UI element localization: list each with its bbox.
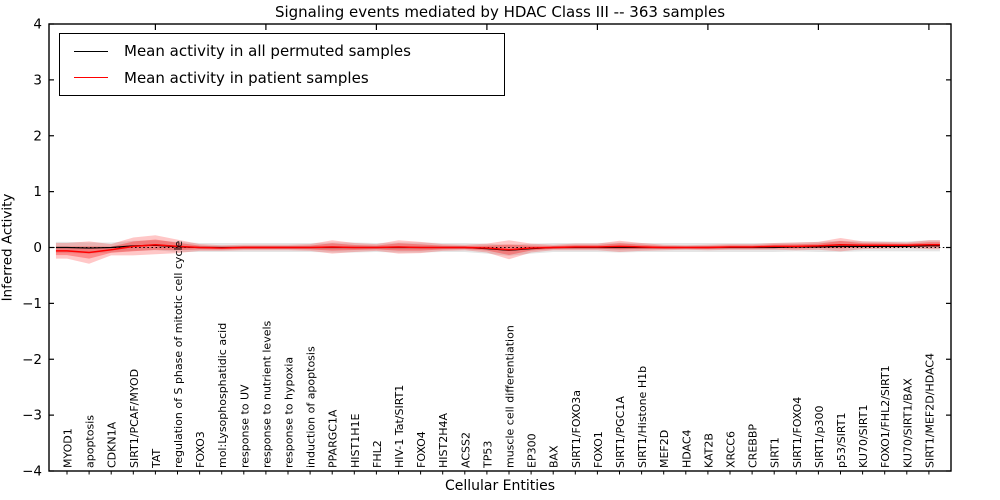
category-label: CREBBP xyxy=(747,424,760,468)
legend-label-permuted: Mean activity in all permuted samples xyxy=(124,42,411,61)
category-label: BAX xyxy=(548,445,561,468)
category-label: HIV-1 Tat/SIRT1 xyxy=(393,385,406,468)
category-label: HIST2H4A xyxy=(437,413,450,468)
category-label: MYOD1 xyxy=(62,428,75,468)
category-label: muscle cell differentiation xyxy=(504,325,517,468)
x-axis-label: Cellular Entities xyxy=(444,478,556,494)
y-tick-label: −4 xyxy=(22,464,42,480)
y-tick-label: 4 xyxy=(33,17,42,33)
category-label: TAT xyxy=(150,448,163,469)
category-label: SIRT1/MEF2D/HDAC4 xyxy=(923,353,936,468)
category-label: response to UV xyxy=(238,384,251,468)
category-label: FOXO1 xyxy=(592,431,605,468)
category-label: XRCC6 xyxy=(725,431,738,468)
category-label: SIRT1/PCAF/MYOD xyxy=(128,369,141,468)
category-label: apoptosis xyxy=(84,415,97,468)
y-tick-label: −3 xyxy=(22,408,42,424)
category-label: p53/SIRT1 xyxy=(835,413,848,468)
category-label: regulation of S phase of mitotic cell cy… xyxy=(172,240,185,468)
category-label: FOXO3 xyxy=(194,431,207,468)
category-label: EP300 xyxy=(526,433,539,468)
category-label: response to nutrient levels xyxy=(260,320,273,468)
patient-mean-line xyxy=(55,243,940,254)
category-label: KU70/SIRT1/BAX xyxy=(901,378,914,468)
category-label: CDKN1A xyxy=(106,421,119,468)
legend-entry-patient: Mean activity in patient samples xyxy=(60,69,504,87)
category-label: FHL2 xyxy=(371,440,384,468)
category-label: KAT2B xyxy=(702,433,715,468)
y-axis-label: Inferred Activity xyxy=(0,193,16,302)
legend: Mean activity in all permuted samples Me… xyxy=(59,33,505,96)
category-label: SIRT1/PGC1A xyxy=(614,396,627,468)
legend-entry-permuted: Mean activity in all permuted samples xyxy=(60,42,504,60)
category-label: TP53 xyxy=(481,441,494,469)
y-tick-label: 1 xyxy=(33,184,42,200)
category-label: SIRT1/p300 xyxy=(813,406,826,468)
y-tick-label: 0 xyxy=(33,240,42,256)
category-label: HDAC4 xyxy=(680,429,693,468)
y-tick-label: −1 xyxy=(22,296,42,312)
red-line-sample-icon xyxy=(74,77,108,79)
category-label: PPARGC1A xyxy=(327,409,340,468)
category-label: FOXO4 xyxy=(415,431,428,468)
category-label: induction of apoptosis xyxy=(305,346,318,468)
y-tick-label: −2 xyxy=(22,352,42,368)
category-label: SIRT1/Histone H1b xyxy=(636,366,649,468)
category-label: SIRT1/FOXO3a xyxy=(570,390,583,468)
category-label: mol:Lysophosphatidic acid xyxy=(216,323,229,468)
legend-label-patient: Mean activity in patient samples xyxy=(124,68,369,87)
permuted-std-band xyxy=(55,240,940,256)
category-label: SIRT1 xyxy=(769,437,782,468)
y-tick-label: 2 xyxy=(33,128,42,144)
black-line-sample-icon xyxy=(74,50,108,52)
category-label: KU70/SIRT1 xyxy=(857,405,870,468)
category-label: ACSS2 xyxy=(459,432,472,468)
category-label: FOXO1/FHL2/SIRT1 xyxy=(879,365,892,468)
category-label: SIRT1/FOXO4 xyxy=(791,397,804,468)
y-tick-label: 3 xyxy=(33,72,42,88)
category-label: HIST1H1E xyxy=(349,414,362,468)
chart-title: Signaling events mediated by HDAC Class … xyxy=(274,3,726,21)
category-label: response to hypoxia xyxy=(283,357,296,468)
category-label: MEF2D xyxy=(658,430,671,468)
